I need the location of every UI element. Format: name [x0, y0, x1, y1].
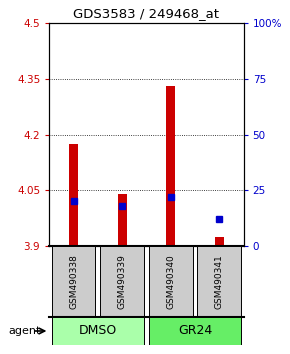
- Text: GR24: GR24: [178, 325, 212, 337]
- Text: GSM490338: GSM490338: [69, 254, 78, 309]
- Bar: [52, 317, 144, 345]
- Bar: [100, 246, 144, 317]
- Bar: [166, 86, 175, 246]
- Bar: [197, 246, 241, 317]
- Text: GSM490339: GSM490339: [118, 254, 127, 309]
- Bar: [69, 144, 78, 246]
- Title: GDS3583 / 249468_at: GDS3583 / 249468_at: [73, 7, 220, 21]
- Text: DMSO: DMSO: [79, 325, 117, 337]
- Bar: [149, 246, 193, 317]
- Bar: [149, 317, 241, 345]
- Text: GSM490341: GSM490341: [215, 254, 224, 309]
- Text: agent: agent: [8, 326, 41, 336]
- Bar: [118, 194, 126, 246]
- Text: GSM490340: GSM490340: [166, 254, 175, 309]
- Bar: [52, 246, 95, 317]
- Bar: [215, 237, 224, 246]
